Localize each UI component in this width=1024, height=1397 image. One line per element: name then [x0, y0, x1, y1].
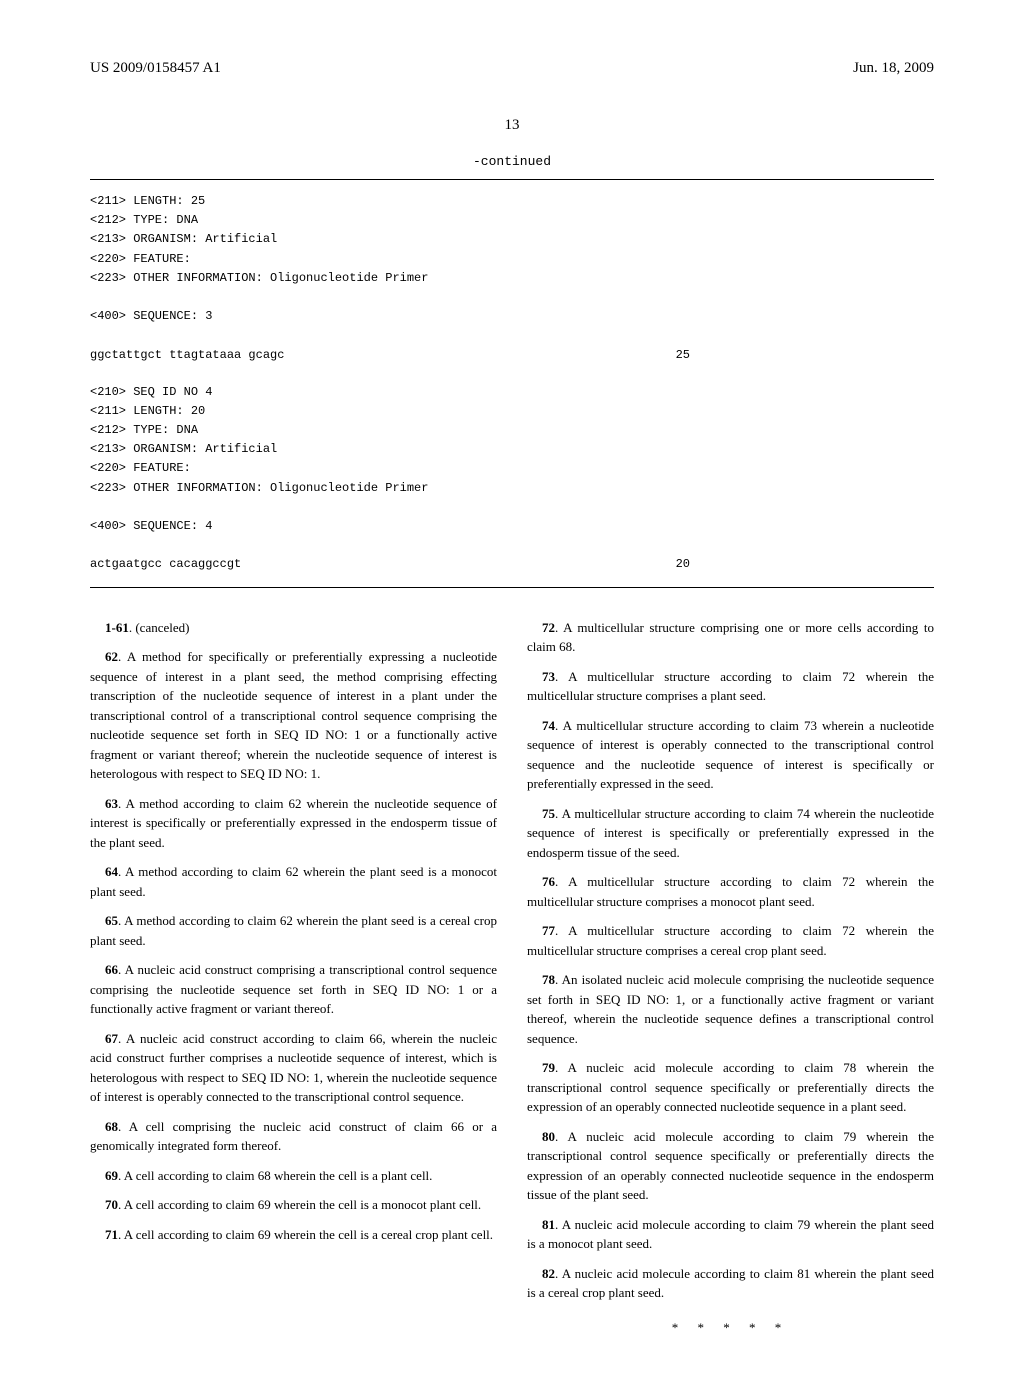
claim-text: . A nucleic acid molecule according to c…: [527, 1060, 934, 1114]
claim-number: 1-61: [105, 620, 129, 635]
claim: 68. A cell comprising the nucleic acid c…: [90, 1117, 497, 1156]
seq-line: <210> SEQ ID NO 4: [90, 383, 934, 402]
claim: 64. A method according to claim 62 where…: [90, 862, 497, 901]
claim: 77. A multicellular structure according …: [527, 921, 934, 960]
claim-number: 74: [542, 718, 555, 733]
claim: 69. A cell according to claim 68 wherein…: [90, 1166, 497, 1186]
seq-data-row: actgaatgcc cacaggccgt 20: [90, 555, 690, 574]
claim: 70. A cell according to claim 69 wherein…: [90, 1195, 497, 1215]
seq-label: <400> SEQUENCE: 4: [90, 517, 934, 536]
claim-text: . A multicellular structure according to…: [527, 923, 934, 958]
claim-number: 80: [542, 1129, 555, 1144]
page-number: 13: [90, 117, 934, 134]
claim: 71. A cell according to claim 69 wherein…: [90, 1225, 497, 1245]
sequence-listing: <211> LENGTH: 25 <212> TYPE: DNA <213> O…: [90, 179, 934, 588]
claim-text: . A multicellular structure according to…: [527, 806, 934, 860]
seq-line: <212> TYPE: DNA: [90, 421, 934, 440]
claim: 63. A method according to claim 62 where…: [90, 794, 497, 853]
claim-text: . An isolated nucleic acid molecule comp…: [527, 972, 934, 1046]
claims-columns: 1-61. (canceled) 62. A method for specif…: [90, 618, 934, 1338]
claim-text: . A method according to claim 62 wherein…: [90, 864, 497, 899]
claim-number: 81: [542, 1217, 555, 1232]
claim-text: . A multicellular structure according to…: [527, 718, 934, 792]
claim-text: . A cell according to claim 69 wherein t…: [118, 1227, 493, 1242]
seq-line: <211> LENGTH: 25: [90, 192, 934, 211]
claim-number: 72: [542, 620, 555, 635]
claim: 76. A multicellular structure according …: [527, 872, 934, 911]
claim-number: 69: [105, 1168, 118, 1183]
claim-number: 62: [105, 649, 118, 664]
claim-text: . A nucleic acid construct according to …: [90, 1031, 497, 1105]
seq-line: <223> OTHER INFORMATION: Oligonucleotide…: [90, 479, 934, 498]
claim-number: 75: [542, 806, 555, 821]
seq-label: <400> SEQUENCE: 3: [90, 307, 934, 326]
claim-text: . A nucleic acid molecule according to c…: [527, 1217, 934, 1252]
seq-line: <213> ORGANISM: Artificial: [90, 230, 934, 249]
claim-number: 82: [542, 1266, 555, 1281]
claim: 72. A multicellular structure comprising…: [527, 618, 934, 657]
claim-number: 64: [105, 864, 118, 879]
seq-line: <223> OTHER INFORMATION: Oligonucleotide…: [90, 269, 934, 288]
claim-text: . A nucleic acid construct comprising a …: [90, 962, 497, 1016]
claim-text: . A cell comprising the nucleic acid con…: [90, 1119, 497, 1154]
claim-text: . A nucleic acid molecule according to c…: [527, 1129, 934, 1203]
claim-text: . A method for specifically or preferent…: [90, 649, 497, 781]
publication-date: Jun. 18, 2009: [853, 60, 934, 77]
claim-number: 78: [542, 972, 555, 987]
seq-line: <211> LENGTH: 20: [90, 402, 934, 421]
claim-text: . A method according to claim 62 wherein…: [90, 913, 497, 948]
claim-text: . (canceled): [129, 620, 190, 635]
seq-number: 25: [676, 346, 690, 365]
left-column: 1-61. (canceled) 62. A method for specif…: [90, 618, 497, 1338]
seq-line: <220> FEATURE:: [90, 459, 934, 478]
seq-line: <220> FEATURE:: [90, 250, 934, 269]
claim-number: 77: [542, 923, 555, 938]
claim: 78. An isolated nucleic acid molecule co…: [527, 970, 934, 1048]
claim-text: . A multicellular structure according to…: [527, 874, 934, 909]
seq-text: actgaatgcc cacaggccgt: [90, 555, 241, 574]
claim-number: 65: [105, 913, 118, 928]
claim-text: . A nucleic acid molecule according to c…: [527, 1266, 934, 1301]
claim-number: 76: [542, 874, 555, 889]
claim-text: . A multicellular structure comprising o…: [527, 620, 934, 655]
right-column: 72. A multicellular structure comprising…: [527, 618, 934, 1338]
claim: 74. A multicellular structure according …: [527, 716, 934, 794]
claim-number: 73: [542, 669, 555, 684]
claim-text: . A cell according to claim 69 wherein t…: [118, 1197, 481, 1212]
end-marker: * * * * *: [527, 1318, 934, 1338]
claim: 80. A nucleic acid molecule according to…: [527, 1127, 934, 1205]
claim: 82. A nucleic acid molecule according to…: [527, 1264, 934, 1303]
seq-line: <213> ORGANISM: Artificial: [90, 440, 934, 459]
claim: 65. A method according to claim 62 where…: [90, 911, 497, 950]
claim: 75. A multicellular structure according …: [527, 804, 934, 863]
claim: 79. A nucleic acid molecule according to…: [527, 1058, 934, 1117]
sequence-group-3: <211> LENGTH: 25 <212> TYPE: DNA <213> O…: [90, 192, 934, 365]
claim: 81. A nucleic acid molecule according to…: [527, 1215, 934, 1254]
claim-number: 66: [105, 962, 118, 977]
seq-text: ggctattgct ttagtataaa gcagc: [90, 346, 284, 365]
seq-data-row: ggctattgct ttagtataaa gcagc 25: [90, 346, 690, 365]
claim-number: 71: [105, 1227, 118, 1242]
claim: 1-61. (canceled): [90, 618, 497, 638]
claim: 62. A method for specifically or prefere…: [90, 647, 497, 784]
claim-text: . A cell according to claim 68 wherein t…: [118, 1168, 432, 1183]
publication-number: US 2009/0158457 A1: [90, 60, 221, 77]
page-header: US 2009/0158457 A1 Jun. 18, 2009: [90, 60, 934, 77]
continued-label: -continued: [90, 154, 934, 169]
claim-number: 67: [105, 1031, 118, 1046]
claim: 73. A multicellular structure according …: [527, 667, 934, 706]
claim-number: 70: [105, 1197, 118, 1212]
claim-text: . A method according to claim 62 wherein…: [90, 796, 497, 850]
claim: 67. A nucleic acid construct according t…: [90, 1029, 497, 1107]
claim-text: . A multicellular structure according to…: [527, 669, 934, 704]
seq-line: <212> TYPE: DNA: [90, 211, 934, 230]
sequence-group-4: <210> SEQ ID NO 4 <211> LENGTH: 20 <212>…: [90, 383, 934, 575]
claim-number: 63: [105, 796, 118, 811]
claim: 66. A nucleic acid construct comprising …: [90, 960, 497, 1019]
claim-number: 68: [105, 1119, 118, 1134]
claim-number: 79: [542, 1060, 555, 1075]
seq-number: 20: [676, 555, 690, 574]
